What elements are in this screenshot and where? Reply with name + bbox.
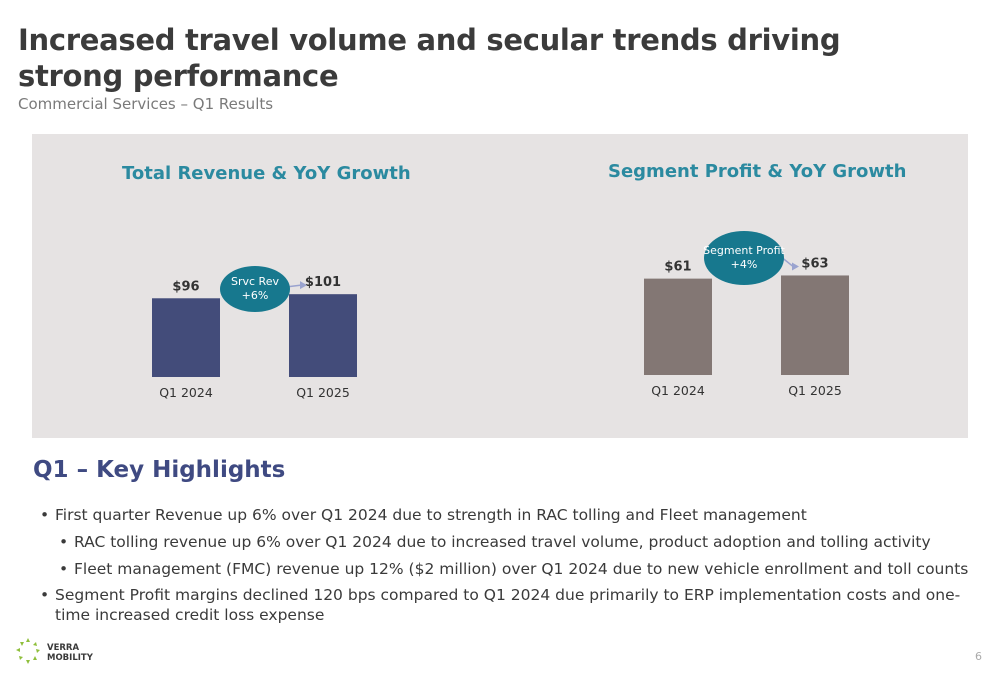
page-subtitle: Commercial Services – Q1 Results: [18, 95, 274, 113]
page-title: Increased travel volume and secular tren…: [18, 23, 841, 93]
profit-data-label: $63: [801, 256, 828, 271]
revenue-x-tick-label: Q1 2025: [296, 385, 350, 400]
highlight-item-margins: Segment Profit margins declined 120 bps …: [40, 585, 970, 625]
profit-x-tick-label: Q1 2024: [651, 383, 705, 398]
highlight-item-rac: RAC tolling revenue up 6% over Q1 2024 d…: [59, 532, 970, 552]
profit-bar-q1-2025: [781, 275, 849, 375]
revenue-data-label: $101: [305, 275, 341, 290]
profit-growth-value: +4%: [731, 258, 758, 271]
profit-growth-label: Segment Profit: [703, 244, 785, 257]
revenue-growth-bubble: [220, 266, 290, 312]
profit-data-label: $61: [664, 260, 691, 275]
revenue-x-tick-label: Q1 2024: [159, 385, 213, 400]
highlights-list: First quarter Revenue up 6% over Q1 2024…: [40, 505, 970, 625]
revenue-bar-q1-2024: [152, 298, 220, 377]
highlight-item-revenue: First quarter Revenue up 6% over Q1 2024…: [40, 505, 970, 525]
revenue-chart-title: Total Revenue & YoY Growth: [122, 163, 411, 184]
revenue-bar-q1-2025: [289, 294, 357, 377]
profit-bar-q1-2024: [644, 278, 712, 375]
revenue-growth-arrow-head: [300, 281, 307, 290]
verra-mobility-logo-icon: [16, 638, 40, 664]
logo-wordmark: VERRA MOBILITY: [47, 643, 93, 663]
profit-growth-bubble: [704, 231, 784, 285]
revenue-growth-value: +6%: [242, 289, 269, 302]
profit-growth-arrow-head: [792, 262, 799, 271]
profit-chart-title: Segment Profit & YoY Growth: [608, 161, 907, 182]
highlights-heading: Q1 – Key Highlights: [33, 457, 286, 483]
revenue-data-label: $96: [172, 279, 199, 294]
profit-x-tick-label: Q1 2025: [788, 383, 842, 398]
highlight-item-fmc: Fleet management (FMC) revenue up 12% ($…: [59, 559, 970, 579]
page-number: 6: [975, 650, 982, 663]
revenue-growth-label: Srvc Rev: [231, 275, 279, 288]
